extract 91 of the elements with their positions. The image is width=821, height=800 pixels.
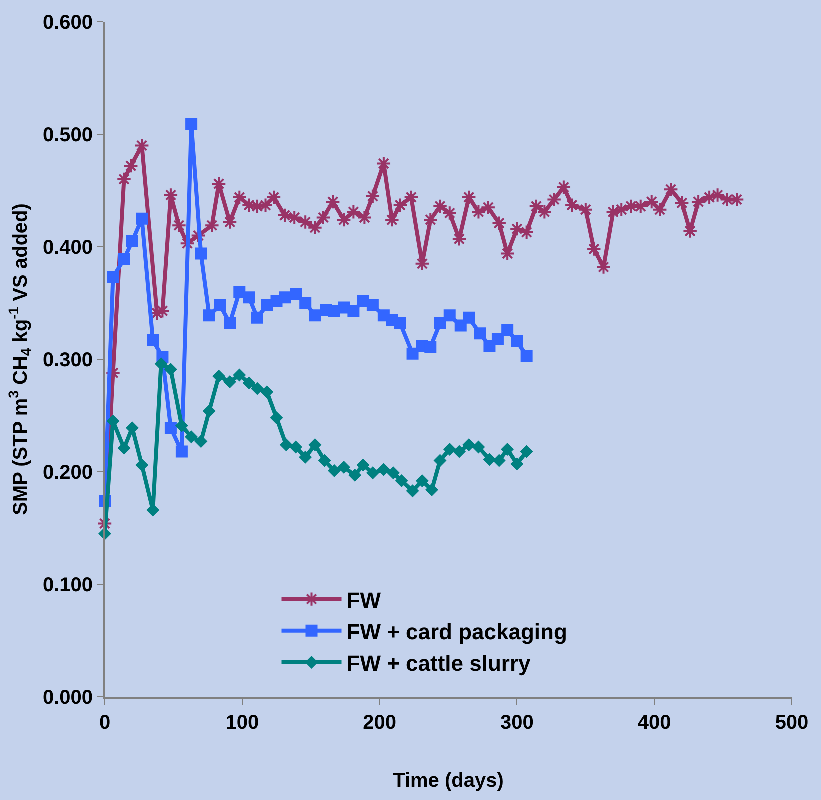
- legend-label: FW + card packaging: [346, 619, 568, 644]
- point: [377, 463, 390, 476]
- point: [356, 458, 370, 472]
- point: [270, 412, 284, 424]
- y-tick-label: 0.000: [42, 687, 93, 709]
- x-tick-label: 300: [500, 712, 534, 734]
- point: [280, 438, 293, 452]
- point: [366, 466, 380, 480]
- point: [107, 271, 120, 284]
- point: [186, 118, 198, 130]
- point: [395, 474, 408, 488]
- point: [394, 318, 406, 330]
- y-tick-label: 0.200: [42, 462, 93, 484]
- point: [492, 454, 506, 468]
- point: [387, 466, 400, 480]
- point: [214, 300, 226, 312]
- point: [126, 235, 138, 248]
- point: [251, 382, 264, 396]
- point: [501, 443, 514, 456]
- point: [348, 468, 362, 482]
- point: [242, 376, 256, 390]
- point: [328, 464, 341, 478]
- x-tick-label: 400: [638, 712, 672, 734]
- x-tick-label: 0: [99, 712, 111, 734]
- point: [511, 336, 524, 348]
- point: [260, 386, 274, 399]
- y-tick-label: 0.400: [42, 237, 93, 259]
- y-tick-label: 0.500: [42, 124, 93, 146]
- point: [154, 358, 168, 370]
- point: [502, 324, 514, 336]
- point: [147, 334, 160, 346]
- point: [309, 310, 322, 322]
- point: [452, 445, 466, 458]
- point: [146, 504, 160, 517]
- point: [299, 450, 312, 464]
- point: [164, 363, 178, 376]
- point: [434, 318, 446, 330]
- point: [300, 297, 312, 310]
- point: [252, 312, 264, 324]
- point: [492, 333, 504, 346]
- point: [444, 310, 456, 322]
- point: [118, 442, 131, 455]
- point: [426, 484, 439, 496]
- point: [483, 453, 496, 466]
- point: [474, 328, 486, 340]
- point: [278, 292, 291, 304]
- point: [290, 288, 302, 300]
- point: [424, 341, 437, 354]
- point: [443, 443, 456, 456]
- point: [224, 318, 236, 330]
- x-tick-label: 200: [363, 712, 396, 734]
- point: [510, 458, 524, 471]
- point: [318, 454, 332, 468]
- legend-label: FW: [346, 588, 382, 613]
- y-tick-label: 0.300: [42, 350, 93, 372]
- x-axis-title: Time (days): [393, 770, 504, 792]
- point: [234, 286, 246, 298]
- y-tick-label: 0.100: [42, 574, 93, 596]
- point: [194, 435, 208, 448]
- point: [520, 350, 533, 362]
- point: [289, 440, 302, 454]
- point: [203, 310, 216, 322]
- point: [185, 430, 198, 444]
- point: [434, 454, 447, 468]
- point: [338, 461, 351, 474]
- point: [176, 446, 188, 458]
- point: [406, 484, 420, 498]
- point: [118, 253, 130, 266]
- x-tick-label: 500: [775, 712, 809, 734]
- point: [233, 368, 246, 382]
- point: [212, 370, 226, 383]
- point: [224, 376, 237, 388]
- y-tick-label: 0.600: [42, 12, 93, 34]
- point: [175, 419, 188, 432]
- point: [308, 438, 322, 452]
- point: [406, 348, 419, 360]
- point: [202, 404, 216, 418]
- x-tick-label: 100: [226, 712, 260, 734]
- point: [416, 474, 429, 488]
- point: [136, 458, 149, 472]
- point: [243, 292, 256, 304]
- point: [136, 212, 148, 225]
- legend-label: FW + cattle slurry: [346, 651, 532, 676]
- point: [366, 300, 379, 312]
- point: [472, 440, 486, 454]
- point: [195, 248, 208, 260]
- point: [463, 312, 476, 324]
- point: [520, 445, 534, 458]
- point: [348, 305, 360, 318]
- point: [164, 422, 177, 434]
- point: [462, 438, 476, 452]
